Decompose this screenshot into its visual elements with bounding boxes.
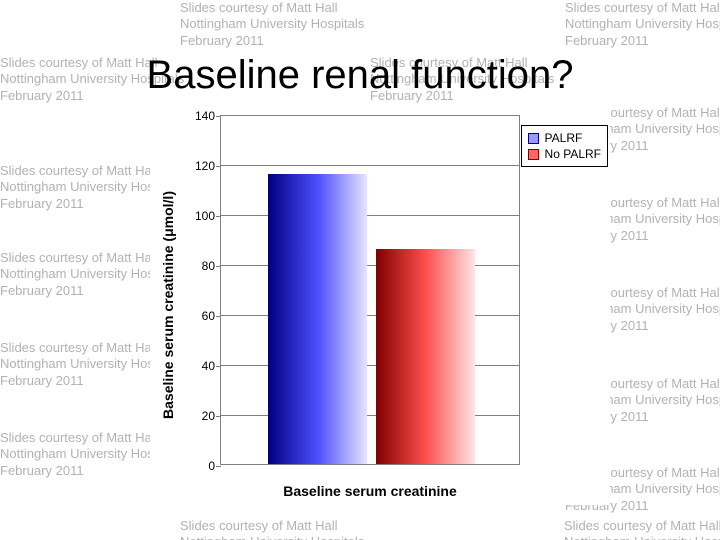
grid-line	[221, 165, 519, 166]
y-tick-mark	[216, 116, 221, 117]
watermark-block: Slides courtesy of Matt Hall Nottingham …	[564, 518, 720, 540]
plot-area: 020406080100120140	[220, 115, 520, 465]
bar-palrf	[268, 174, 367, 464]
legend-item: PALRF	[528, 130, 601, 146]
legend-label: PALRF	[545, 130, 583, 146]
y-tick-mark	[216, 166, 221, 167]
watermark-block: Slides courtesy of Matt Hall Nottingham …	[180, 518, 364, 540]
y-tick-label: 120	[195, 159, 215, 173]
bar-no-palrf	[376, 249, 475, 464]
y-tick-label: 20	[202, 409, 215, 423]
y-tick-label: 80	[202, 259, 215, 273]
y-axis-label: Baseline serum creatinine (μmol/l)	[160, 191, 176, 419]
legend-label: No PALRF	[545, 146, 601, 162]
y-tick-label: 140	[195, 109, 215, 123]
x-axis-label: Baseline serum creatinine	[220, 483, 520, 499]
y-tick-mark	[216, 416, 221, 417]
y-tick-label: 100	[195, 209, 215, 223]
legend-swatch	[528, 133, 539, 144]
page-title: Baseline renal function?	[0, 53, 720, 98]
legend: PALRFNo PALRF	[521, 125, 608, 167]
watermark-block: Slides courtesy of Matt Hall Nottingham …	[180, 0, 364, 49]
y-tick-mark	[216, 266, 221, 267]
legend-item: No PALRF	[528, 146, 601, 162]
y-tick-mark	[216, 366, 221, 367]
y-tick-mark	[216, 466, 221, 467]
legend-swatch	[528, 149, 539, 160]
grid-line	[221, 215, 519, 216]
y-tick-label: 60	[202, 309, 215, 323]
y-tick-mark	[216, 216, 221, 217]
y-tick-label: 0	[208, 459, 215, 473]
chart-container: Baseline serum creatinine (μmol/l) 02040…	[150, 105, 610, 505]
y-tick-label: 40	[202, 359, 215, 373]
watermark-block: Slides courtesy of Matt Hall Nottingham …	[565, 0, 720, 49]
y-tick-mark	[216, 316, 221, 317]
